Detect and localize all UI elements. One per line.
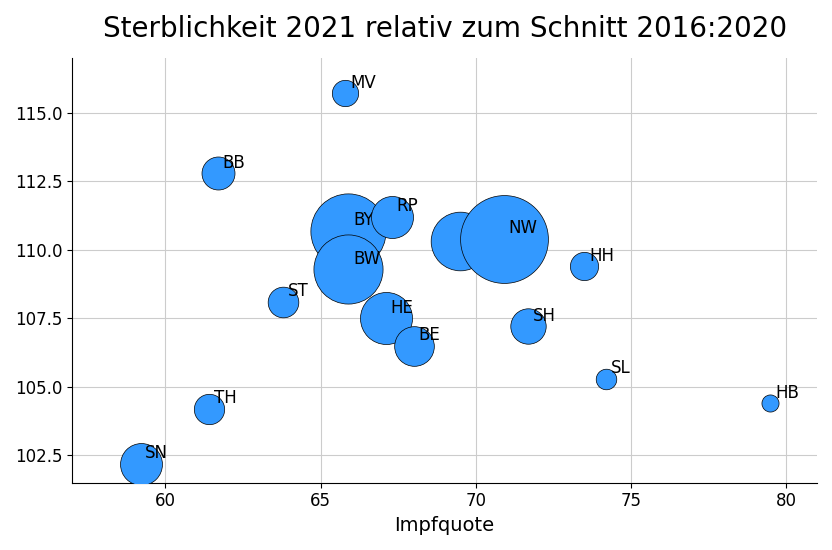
Point — [453, 237, 467, 246]
Text: BW: BW — [353, 250, 380, 267]
Point — [211, 168, 225, 177]
Text: HB: HB — [775, 384, 799, 402]
Text: NW: NW — [508, 219, 537, 238]
Point — [577, 262, 591, 271]
Point — [342, 265, 355, 273]
Point — [277, 298, 290, 306]
Point — [379, 314, 393, 323]
Text: ST: ST — [288, 283, 309, 300]
Text: SH: SH — [533, 307, 556, 325]
Point — [407, 341, 420, 350]
Point — [385, 212, 399, 221]
Text: HE: HE — [390, 299, 414, 317]
Point — [342, 226, 355, 235]
Text: MV: MV — [350, 74, 376, 92]
Point — [497, 234, 510, 243]
Text: TH: TH — [214, 389, 236, 408]
Point — [599, 374, 612, 383]
Point — [764, 399, 777, 408]
Point — [134, 459, 147, 468]
Text: BE: BE — [418, 326, 440, 344]
Text: BB: BB — [223, 153, 245, 172]
X-axis label: Impfquote: Impfquote — [394, 516, 495, 535]
Text: BY: BY — [353, 211, 374, 229]
Point — [522, 322, 535, 331]
Text: NI: NI — [465, 222, 483, 240]
Point — [202, 404, 215, 413]
Point — [339, 89, 352, 98]
Title: Sterblichkeit 2021 relativ zum Schnitt 2016:2020: Sterblichkeit 2021 relativ zum Schnitt 2… — [102, 15, 787, 43]
Text: SL: SL — [611, 359, 631, 377]
Text: RP: RP — [397, 197, 418, 216]
Text: SN: SN — [146, 444, 168, 462]
Text: HH: HH — [589, 247, 614, 265]
